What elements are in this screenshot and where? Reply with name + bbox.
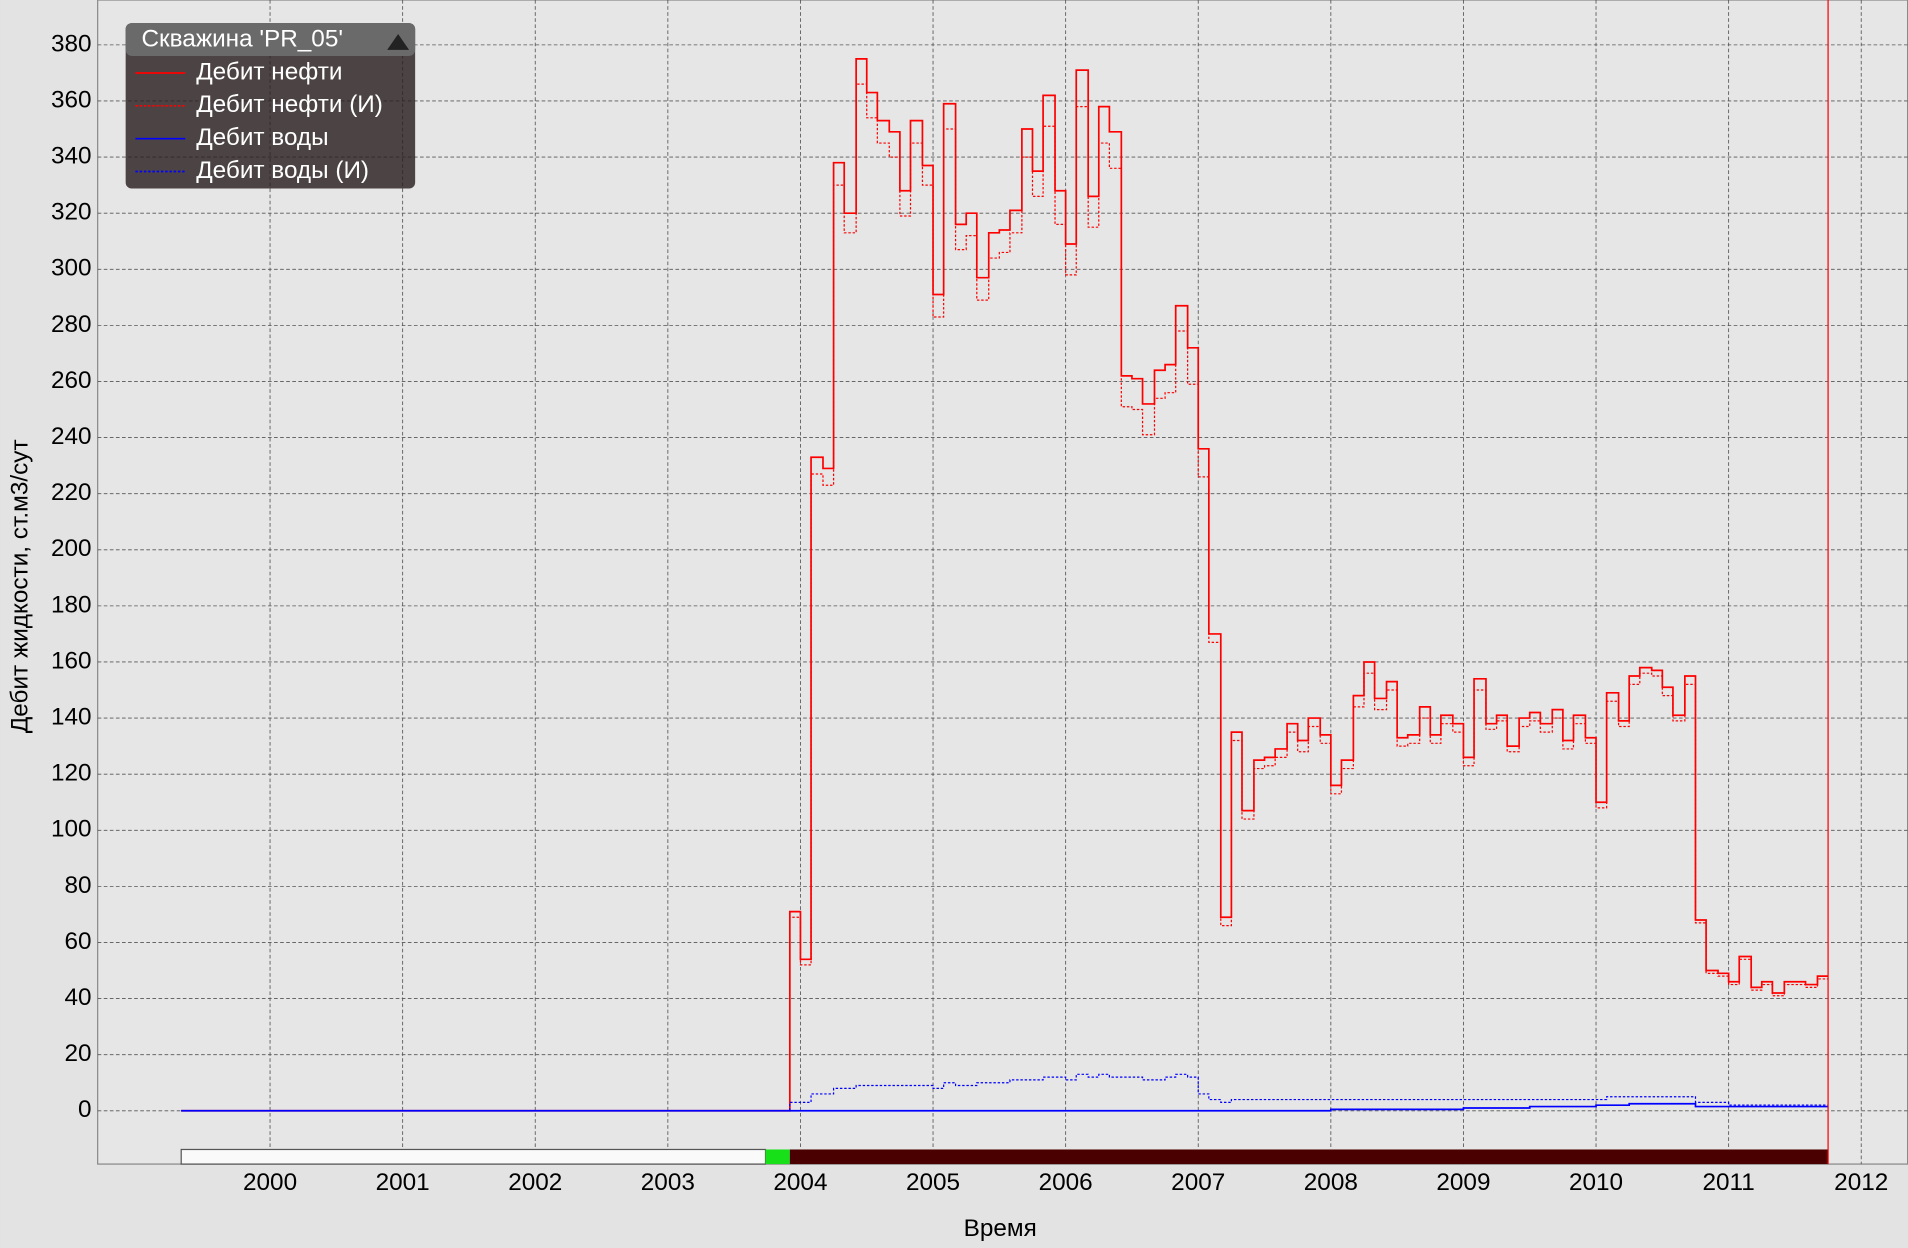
x-tick-label: 2009: [1436, 1169, 1490, 1196]
y-tick-label: 100: [51, 816, 92, 843]
legend[interactable]: Скважина 'PR_05' Дебит нефти Дебит нефти …: [125, 23, 416, 189]
y-tick-label: 380: [51, 30, 92, 57]
grid: 0 20 40 60 80 100 120 140 160 180 200 220 240 260 280 3…: [51, 0, 1908, 1196]
x-tick-label: 2001: [376, 1169, 430, 1196]
y-tick-label: 80: [65, 872, 92, 899]
y-tick-label: 160: [51, 647, 92, 674]
x-tick-label: 2010: [1569, 1169, 1623, 1196]
x-tick-label: 2007: [1171, 1169, 1225, 1196]
series-line: [181, 83, 1829, 1112]
plot-area: [97, 0, 1908, 1165]
y-tick-label: 200: [51, 535, 92, 562]
y-axis-label: Дебит жидкости, ст.м3/сут: [6, 439, 33, 733]
y-tick-label: 20: [65, 1040, 92, 1067]
x-tick-label: 2002: [508, 1169, 562, 1196]
timeline-start: [765, 1149, 790, 1165]
timeline-history: [180, 1148, 767, 1165]
y-tick-label: 140: [51, 703, 92, 730]
y-tick-label: 180: [51, 591, 92, 618]
x-tick-label: 2011: [1702, 1169, 1754, 1196]
legend-label: Дебит нефти (И): [196, 91, 383, 118]
x-tick-label: 2003: [641, 1169, 695, 1196]
collapse-icon[interactable]: [387, 34, 410, 50]
y-tick-label: 220: [51, 479, 92, 506]
x-axis-label: Время: [964, 1215, 1037, 1242]
x-tick-label: 2005: [906, 1169, 960, 1196]
timeline-production: [789, 1149, 1829, 1165]
y-tick-label: 300: [51, 255, 92, 282]
y-tick-label: 40: [65, 984, 92, 1011]
y-tick-label: 360: [51, 86, 92, 113]
series-line: [181, 1073, 1829, 1112]
legend-label: Дебит воды (И): [196, 157, 369, 184]
y-tick-label: 340: [51, 143, 92, 170]
y-tick-label: 260: [51, 367, 92, 394]
legend-title: Скважина 'PR_05': [141, 26, 343, 53]
y-tick-label: 280: [51, 311, 92, 338]
legend-label: Дебит нефти: [196, 58, 342, 85]
series-line: [181, 1102, 1829, 1112]
y-tick-label: 320: [51, 199, 92, 226]
y-tick-label: 60: [65, 928, 92, 955]
y-tick-label: 0: [78, 1096, 92, 1123]
legend-box: [125, 23, 416, 189]
y-tick-label: 120: [51, 760, 92, 787]
legend-header: [125, 23, 416, 56]
x-tick-label: 2008: [1304, 1169, 1358, 1196]
y-tick-label: 240: [51, 423, 92, 450]
x-tick-label: 2000: [243, 1169, 297, 1196]
marks: [180, 0, 1829, 1165]
legend-label: Дебит воды: [196, 124, 328, 151]
x-tick-label: 2006: [1039, 1169, 1093, 1196]
x-tick-label: 2012: [1834, 1169, 1888, 1196]
x-tick-label: 2004: [773, 1169, 827, 1196]
